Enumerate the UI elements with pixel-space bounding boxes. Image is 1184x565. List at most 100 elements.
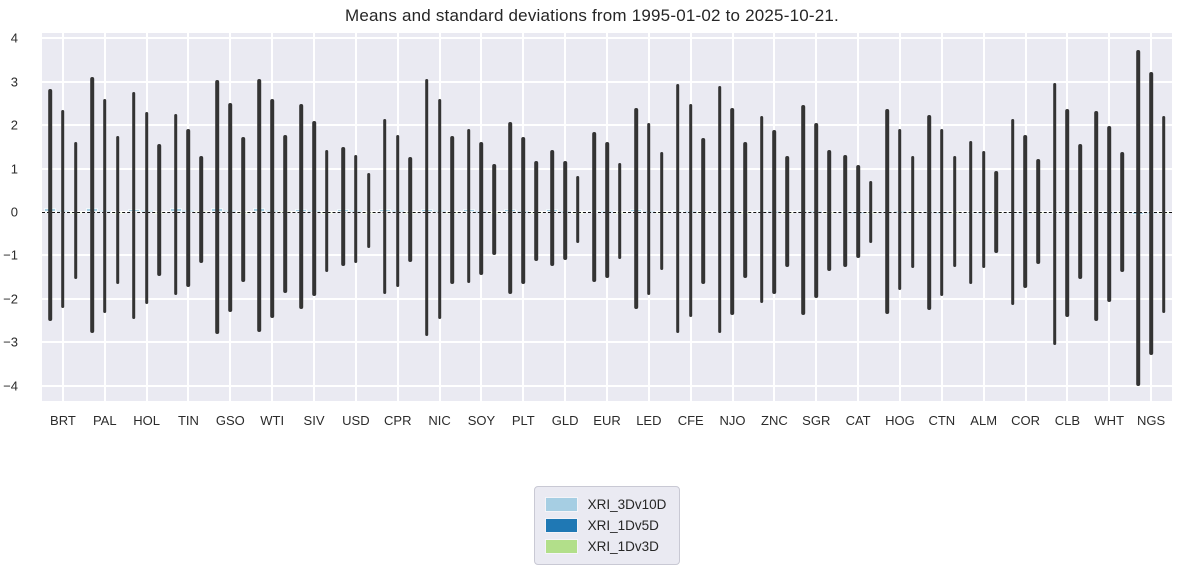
series-slot	[1019, 33, 1032, 401]
error-bar	[885, 109, 889, 315]
series-slot	[111, 33, 124, 401]
series-slot	[169, 33, 182, 401]
error-bar	[856, 164, 860, 258]
error-bar	[801, 104, 806, 315]
error-bar	[814, 122, 818, 298]
series-slot	[153, 33, 166, 401]
error-bar	[1023, 134, 1028, 289]
error-bar	[383, 118, 387, 295]
series-slot	[1103, 33, 1116, 401]
error-bar	[1162, 115, 1166, 314]
error-bar	[228, 102, 233, 312]
series-slot	[98, 33, 111, 401]
x-tick-label: ALM	[970, 413, 998, 428]
bar-group-cpr	[377, 33, 419, 401]
x-tick-label: NGS	[1136, 413, 1166, 428]
legend-label: XRI_1Dv5D	[587, 518, 659, 533]
x-tick-label: GSO	[215, 413, 245, 428]
plot-area: 4 3 2 1 0 −1 −2 −3 −4	[3, 31, 1172, 401]
series-slot	[307, 33, 321, 401]
error-bar	[534, 160, 538, 261]
bar-group-znc	[753, 33, 795, 401]
x-tick-label: SIV	[303, 413, 325, 428]
bar-group-led	[628, 33, 670, 401]
error-bar	[450, 135, 455, 285]
series-slot	[337, 33, 350, 401]
legend-swatch-series-2	[544, 539, 578, 554]
series-slot	[600, 33, 614, 401]
error-bar	[341, 146, 345, 267]
series-slot	[182, 33, 195, 401]
series-slot	[781, 33, 794, 401]
y-tick-label: −4	[3, 378, 18, 394]
series-slot	[1048, 33, 1061, 401]
x-tick-label: EUR	[593, 413, 621, 428]
error-bar	[1010, 119, 1015, 305]
series-slot	[420, 33, 433, 401]
series-slot	[739, 33, 752, 401]
series-slot	[810, 33, 823, 401]
x-tick-label: SGR	[802, 413, 831, 428]
error-bar	[270, 99, 274, 318]
y-tick-label: 4	[10, 30, 18, 46]
bar-group-plt	[502, 33, 544, 401]
error-bar	[1136, 50, 1140, 386]
error-bar	[1078, 143, 1082, 279]
error-bar	[717, 86, 722, 334]
error-bar	[73, 141, 78, 280]
error-bar	[730, 107, 735, 315]
series-slot	[684, 33, 697, 401]
bar-group-usd	[335, 33, 377, 401]
series-slot	[713, 33, 726, 401]
series-slot	[391, 33, 404, 401]
error-bar	[605, 142, 609, 279]
series-slot	[253, 33, 266, 401]
bar-group-hog	[879, 33, 921, 401]
series-slot	[140, 33, 153, 401]
series-slot	[977, 33, 990, 401]
bar-group-gso	[209, 33, 251, 401]
error-bar	[199, 156, 204, 264]
legend-item: XRI_3Dv10D	[544, 494, 666, 515]
error-bar	[48, 89, 52, 321]
error-bar	[144, 112, 149, 305]
x-tick-label: WTI	[260, 413, 285, 428]
series-slot	[462, 33, 475, 401]
error-bar	[576, 176, 580, 244]
series-slot	[1157, 33, 1170, 401]
series-slot	[127, 33, 140, 401]
error-bar	[354, 154, 358, 264]
legend-swatch-series-0	[544, 497, 578, 512]
error-bar	[324, 149, 329, 272]
series-slot	[56, 33, 69, 401]
error-bar	[785, 155, 789, 268]
error-bar	[952, 155, 957, 268]
x-tick-label: TIN	[177, 413, 199, 428]
bar-group-eur	[586, 33, 628, 401]
error-bar	[312, 121, 316, 296]
error-bar	[701, 138, 706, 284]
series-slot	[266, 33, 279, 401]
bar-group-wht	[1088, 33, 1130, 401]
bar-group-siv	[293, 33, 335, 401]
series-slot	[237, 33, 250, 401]
bar-group-wti	[251, 33, 293, 401]
bar-group-pal	[84, 33, 126, 401]
x-tick-label: USD	[342, 413, 370, 428]
error-bar	[646, 122, 651, 296]
series-slot	[671, 33, 684, 401]
legend-swatch-series-1	[544, 518, 578, 533]
bar-group-brt	[42, 33, 84, 401]
series-slot	[881, 33, 894, 401]
error-bar	[827, 150, 831, 271]
error-bar	[90, 77, 94, 333]
error-bar	[659, 151, 664, 270]
x-tick-label: SOY	[467, 413, 496, 428]
error-bar	[437, 99, 442, 319]
series-slot	[195, 33, 208, 401]
error-bar	[634, 107, 638, 310]
bar-group-cfe	[670, 33, 712, 401]
series-slot	[546, 33, 559, 401]
error-bar	[1107, 125, 1111, 303]
error-bar	[843, 155, 848, 267]
